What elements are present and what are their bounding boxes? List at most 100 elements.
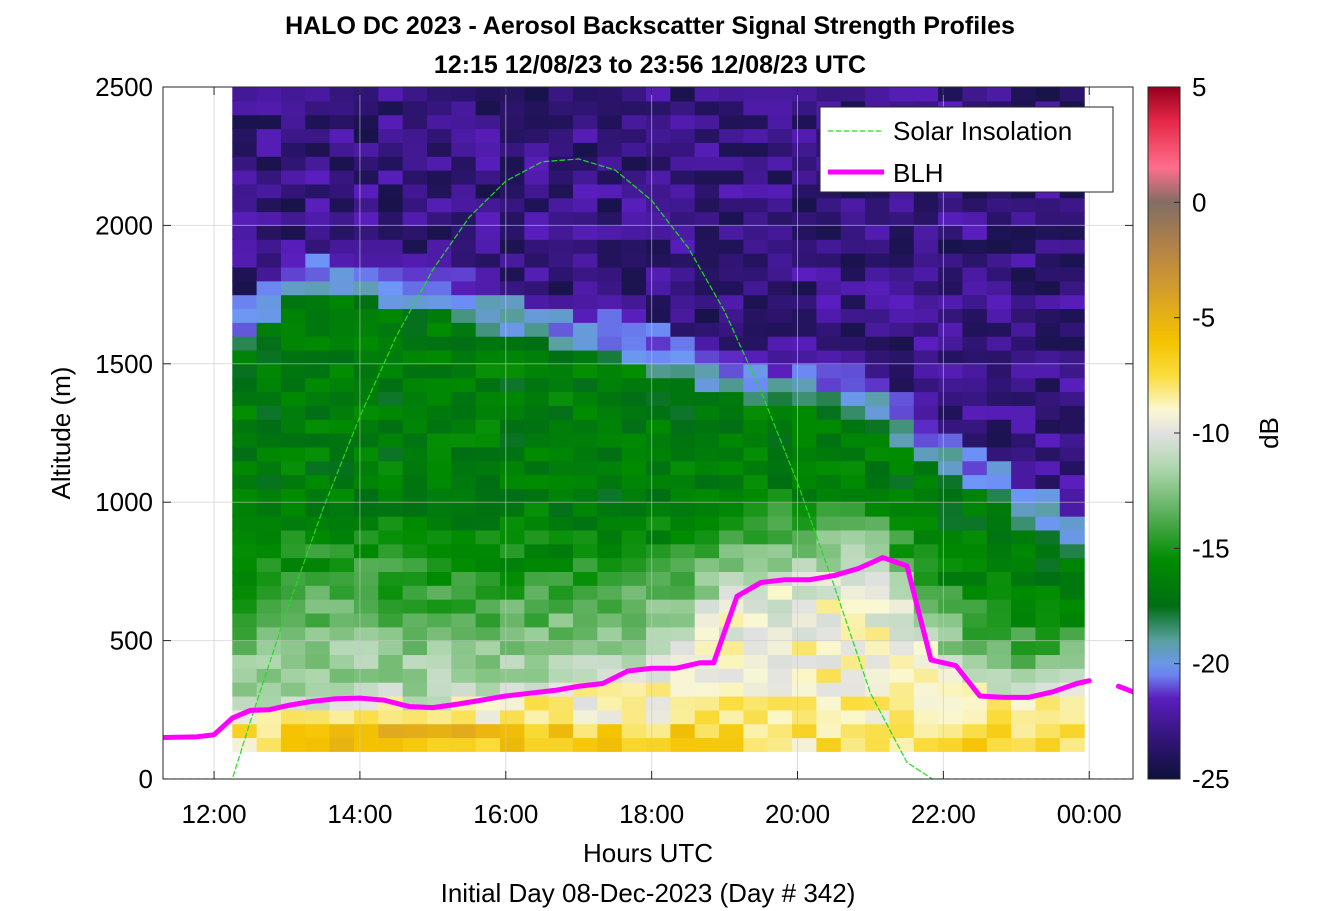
- heatmap-cell: [694, 336, 720, 351]
- heatmap-cell: [329, 294, 355, 310]
- heatmap-cell: [451, 114, 477, 130]
- heatmap-cell: [694, 391, 720, 406]
- heatmap-cell: [451, 640, 477, 656]
- heatmap-cell: [670, 294, 696, 310]
- heatmap-cell: [767, 253, 793, 268]
- heatmap-cell: [305, 585, 331, 600]
- heatmap-cell: [1011, 599, 1037, 614]
- heatmap-cell: [670, 460, 696, 476]
- heatmap-cell: [792, 709, 818, 725]
- heatmap-cell: [646, 391, 671, 406]
- heatmap-cell: [1059, 446, 1085, 462]
- heatmap-cell: [378, 322, 404, 337]
- heatmap-cell: [962, 695, 988, 711]
- heatmap-cell: [597, 391, 623, 406]
- y-tick-label: 500: [110, 626, 153, 656]
- heatmap-cell: [865, 446, 891, 462]
- heatmap-cell: [573, 654, 598, 669]
- heatmap-cell: [865, 433, 891, 448]
- heatmap-cell: [646, 529, 671, 545]
- heatmap-cell: [719, 363, 744, 379]
- heatmap-cell: [889, 668, 915, 683]
- heatmap-cell: [719, 695, 744, 711]
- heatmap-cell: [986, 197, 1012, 213]
- heatmap-cell: [792, 502, 818, 517]
- heatmap-cell: [719, 682, 744, 697]
- heatmap-cell: [500, 294, 525, 310]
- heatmap-cell: [694, 488, 720, 503]
- heatmap-cell: [670, 640, 696, 656]
- heatmap-cell: [621, 253, 647, 268]
- heatmap-cell: [694, 599, 720, 614]
- heatmap-cell: [767, 211, 793, 226]
- heatmap-cell: [646, 183, 671, 199]
- heatmap-cell: [329, 349, 355, 365]
- heatmap-cell: [232, 599, 258, 614]
- heatmap-cell: [329, 142, 355, 157]
- heatmap-cell: [402, 516, 428, 531]
- heatmap-cell: [256, 737, 282, 752]
- heatmap-cell: [548, 253, 574, 268]
- heatmap-cell: [256, 377, 282, 393]
- heatmap-cell: [743, 156, 769, 171]
- heatmap-cell: [524, 654, 550, 669]
- heatmap-cell: [1011, 682, 1037, 697]
- heatmap-cell: [938, 308, 964, 323]
- heatmap-cell: [670, 336, 696, 351]
- heatmap-cell: [670, 737, 696, 752]
- heatmap-cell: [1059, 585, 1085, 600]
- heatmap-cell: [986, 737, 1012, 752]
- heatmap-cell: [500, 391, 525, 406]
- heatmap-cell: [573, 668, 598, 683]
- heatmap-cell: [280, 626, 306, 642]
- heatmap-cell: [986, 723, 1012, 739]
- heatmap-cell: [1035, 225, 1061, 240]
- heatmap-cell: [621, 100, 647, 116]
- heatmap-cell: [962, 294, 988, 310]
- heatmap-cell: [402, 156, 428, 171]
- heatmap-cell: [378, 156, 404, 171]
- heatmap-cell: [767, 405, 793, 420]
- heatmap-cell: [816, 474, 842, 489]
- heatmap-cell: [792, 266, 818, 282]
- heatmap-cell: [378, 460, 404, 476]
- heatmap-cell: [621, 266, 647, 282]
- heatmap-cell: [1059, 543, 1085, 559]
- heatmap-cell: [865, 308, 891, 323]
- heatmap-cell: [767, 543, 793, 559]
- heatmap-cell: [232, 516, 258, 531]
- heatmap-cell: [889, 516, 915, 531]
- heatmap-cell: [353, 128, 379, 143]
- heatmap-cell: [305, 253, 331, 268]
- heatmap-cell: [353, 142, 379, 157]
- heatmap-cell: [329, 488, 355, 503]
- heatmap-cell: [694, 460, 720, 476]
- heatmap-cell: [597, 695, 623, 711]
- heatmap-cell: [840, 266, 866, 282]
- heatmap-cell: [256, 723, 282, 739]
- heatmap-cell: [451, 516, 477, 531]
- heatmap-cell: [938, 682, 964, 697]
- heatmap-cell: [840, 294, 866, 310]
- heatmap-cell: [646, 294, 671, 310]
- heatmap-cell: [792, 723, 818, 739]
- heatmap-cell: [621, 87, 647, 102]
- heatmap-cell: [353, 571, 379, 586]
- heatmap-cell: [500, 640, 525, 656]
- heatmap-cell: [475, 197, 501, 213]
- heatmap-cell: [962, 543, 988, 559]
- heatmap-cell: [1035, 322, 1061, 337]
- heatmap-cell: [621, 405, 647, 420]
- heatmap-cell: [524, 336, 550, 351]
- heatmap-cell: [719, 502, 744, 517]
- heatmap-cell: [329, 183, 355, 199]
- heatmap-cell: [524, 599, 550, 614]
- heatmap-cell: [743, 349, 769, 365]
- heatmap-cell: [573, 474, 598, 489]
- heatmap-cell: [353, 446, 379, 462]
- heatmap-cell: [1011, 709, 1037, 725]
- heatmap-cell: [1035, 626, 1061, 642]
- heatmap-cell: [451, 543, 477, 559]
- heatmap-cell: [451, 433, 477, 448]
- heatmap-cell: [694, 308, 720, 323]
